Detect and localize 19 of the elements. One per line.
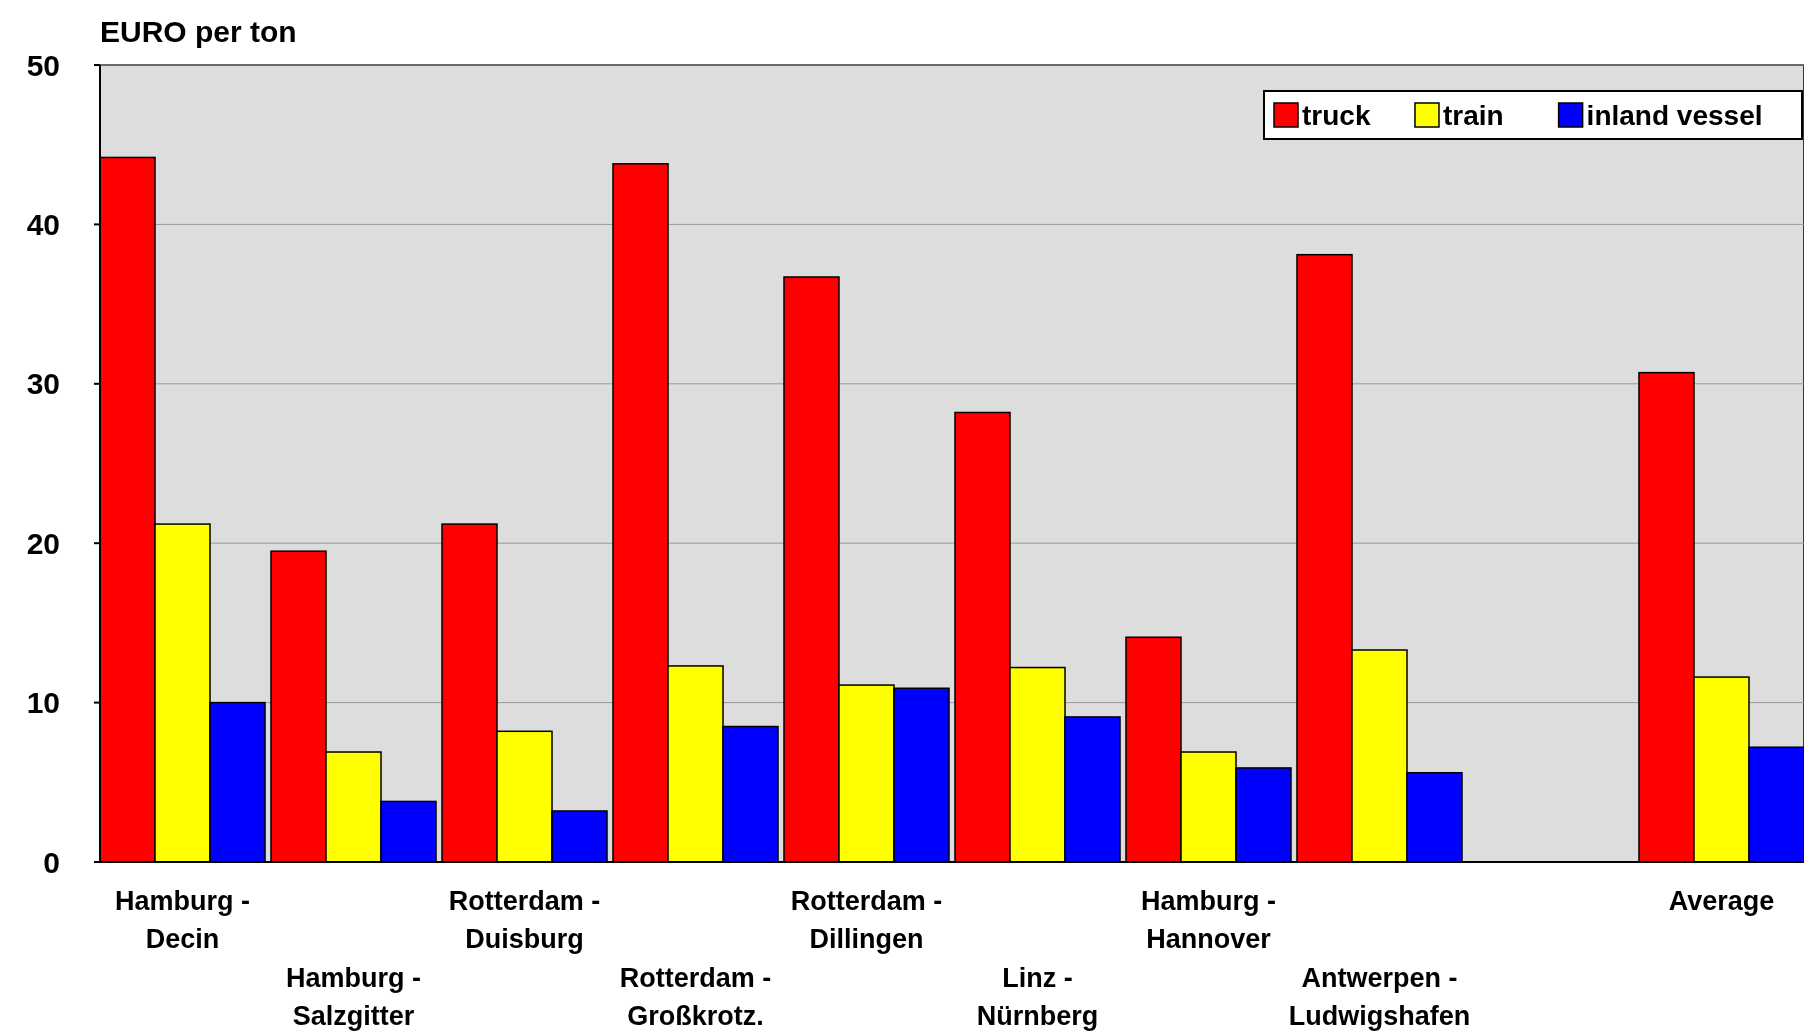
y-tick-label: 50 — [26, 48, 60, 82]
legend-label: train — [1442, 100, 1504, 132]
y-tick-label: 20 — [26, 526, 60, 560]
legend-label: inland vessel — [1586, 100, 1763, 132]
x-tick-label: Hamburg - Hannover — [1141, 886, 1276, 954]
y-tick-label: 0 — [43, 845, 60, 879]
x-tick-label: Rotterdam - Großkrotz. — [619, 963, 772, 1031]
y-axis-title: EURO per ton — [100, 15, 297, 48]
x-tick-label: Linz - Nürnberg — [976, 963, 1099, 1031]
x-tick-label: Rotterdam - Dillingen — [790, 886, 943, 954]
x-tick-label: Rotterdam - Duisburg — [448, 886, 601, 954]
x-tick-label: Hamburg - Decin — [115, 886, 251, 954]
x-tick-label: Antwerpen - Ludwigshafen — [1288, 963, 1471, 1031]
y-tick-label: 30 — [26, 367, 60, 401]
y-tick-label: 40 — [26, 207, 60, 241]
x-tick-label: Hamburg - Salzgitter — [286, 963, 422, 1031]
y-tick-label: 10 — [26, 686, 60, 720]
x-tick-label: Average — [1668, 886, 1775, 916]
legend-label: truck — [1302, 100, 1371, 132]
